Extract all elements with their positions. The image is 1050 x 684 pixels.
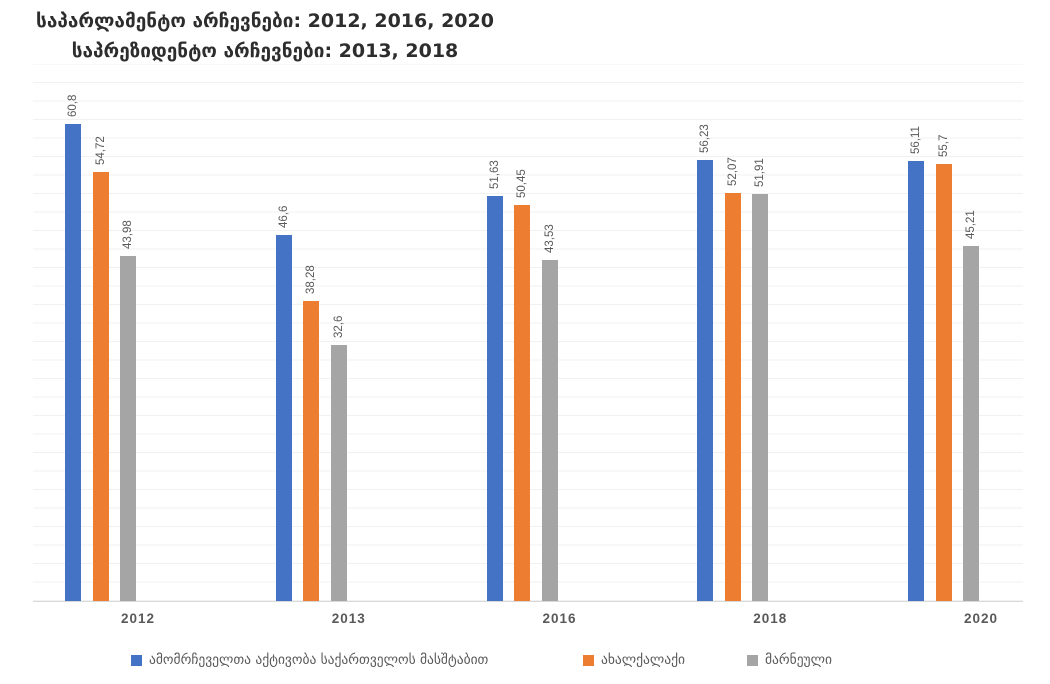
legend-label: მარნეული [765, 652, 832, 668]
x-axis-label-2020: 2020 [963, 611, 999, 626]
bar-2020-series-1 [935, 164, 952, 601]
bar-value-label: 38,28 [305, 264, 318, 294]
bar-value-label: 50,45 [516, 169, 528, 199]
legend-item-georgia-turnout: ამომრჩეველთა აქტივობა საქართველოს მასშტა… [131, 650, 488, 670]
bar-2018-series-0 [697, 159, 714, 601]
chart-title: საპარლამენტო არჩევნები: 2012, 2016, 2020… [0, 6, 530, 66]
bar-2020-series-0 [908, 160, 924, 601]
bar-2012-series-1 [92, 171, 109, 601]
bar-value-label: 51,63 [488, 160, 501, 189]
bar-2012-series-2 [120, 255, 136, 601]
bar-2013-series-1 [303, 300, 320, 601]
legend-item-marneuli: მარნეული [747, 650, 832, 670]
legend-item-akhalkalaki: ახალქალაქი [583, 650, 685, 670]
legend: ამომრჩეველთა აქტივობა საქართველოს მასშტა… [0, 650, 1050, 676]
bar-value-label: 43,98 [122, 220, 134, 249]
bar-value-label: 56,11 [910, 125, 922, 154]
x-axis-line [33, 601, 1023, 602]
bar-2013-series-2 [330, 345, 347, 601]
x-axis-label-2016: 2016 [542, 611, 577, 626]
bar-value-label: 45,21 [965, 210, 977, 240]
bar-value-label: 43,53 [543, 223, 556, 253]
bar-value-label: 46,6 [277, 206, 290, 229]
bar-2012-series-0 [65, 124, 81, 601]
legend-swatch-blue [131, 654, 142, 666]
x-axis-label-2012: 2012 [120, 611, 156, 626]
plot-area: 60,8 54,72 43,98 46,6 38,28 32,6 51,63 50,45 43,… [33, 64, 1023, 601]
bar-value-label: 52,07 [726, 156, 739, 186]
chart-title-line-1: საპარლამენტო არჩევნები: 2012, 2016, 2020 [36, 10, 494, 32]
x-axis-label-2013: 2013 [331, 611, 366, 626]
chart-title-line-2: საპრეზიდენტო არჩევნები: 2013, 2018 [71, 40, 459, 62]
legend-label: ამომრჩეველთა აქტივობა საქართველოს მასშტა… [149, 652, 489, 668]
bar-2016-series-1 [514, 205, 530, 601]
bar-value-label: 32,6 [332, 315, 345, 339]
bar-2016-series-0 [486, 195, 503, 601]
bar-value-label: 54,72 [94, 135, 107, 165]
bar-2018-series-1 [724, 192, 741, 601]
legend-label: ახალქალაქი [601, 652, 686, 668]
bar-value-label: 51,91 [754, 157, 767, 187]
bar-2016-series-2 [541, 259, 558, 601]
bar-value-label: 60,8 [67, 94, 79, 118]
legend-swatch-orange [583, 654, 594, 666]
bar-value-label: 56,23 [699, 124, 712, 153]
bar-2020-series-2 [963, 246, 979, 601]
bar-2013-series-0 [275, 235, 292, 601]
bar-value-label: 55,7 [937, 134, 950, 158]
bar-2018-series-2 [752, 193, 769, 601]
legend-swatch-gray [747, 654, 758, 666]
x-axis-label-2018: 2018 [753, 611, 788, 626]
